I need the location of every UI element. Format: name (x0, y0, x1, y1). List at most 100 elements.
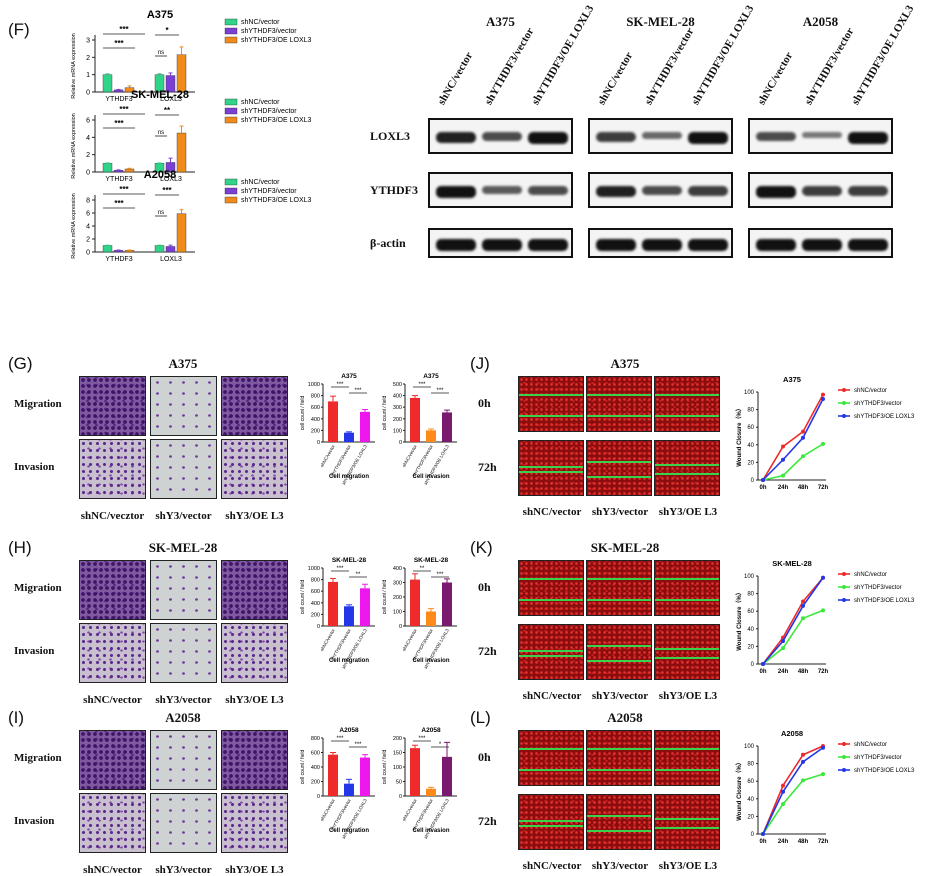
wound-image (586, 560, 652, 616)
y-axis-label: cell count / field (382, 396, 388, 431)
y-tick-label: 150 (393, 751, 402, 757)
bar (102, 74, 113, 93)
legend-label: shYTHDF3/OE LOXL3 (241, 197, 312, 204)
y-tick-label: 40 (747, 627, 754, 633)
sig-label: *** (336, 566, 344, 572)
y-tick-label: 2 (86, 237, 90, 244)
wound-image (654, 560, 720, 616)
wound-image (586, 440, 652, 496)
sig-label: * (165, 26, 169, 35)
sig-label: *** (119, 185, 129, 194)
y-tick-label: 3 (86, 38, 90, 45)
panel-letter: (L) (470, 708, 491, 727)
y-tick-label: 50 (396, 780, 402, 786)
x-tick-label: shNC/vector (401, 798, 418, 822)
y-tick-label: 4 (86, 224, 90, 231)
column-label: shNC/vector (83, 694, 142, 706)
bar (442, 582, 452, 626)
transwell-image (221, 376, 288, 436)
legend-label: shYTHDF3/vector (241, 188, 297, 195)
sig-label: *** (119, 105, 129, 114)
data-point (821, 745, 825, 750)
y-tick-label: 1000 (308, 382, 320, 388)
x-axis-label: Cell migration (329, 658, 369, 664)
legend-swatch (224, 187, 238, 195)
column-label: shY3/OE L3 (225, 864, 284, 876)
blot-box (748, 172, 893, 208)
legend-marker (842, 598, 846, 602)
wound-edge-line (655, 599, 719, 601)
wound-line-chart: A375 0 20 40 60 80 100 Wound Closure（%） 0h 24h 48h… (735, 375, 915, 491)
row-label: 72h (478, 644, 497, 658)
blot-band (596, 186, 636, 198)
blot-box (428, 118, 573, 154)
y-tick-label: 20 (747, 814, 754, 820)
sig-label: *** (119, 25, 129, 34)
data-point (821, 397, 825, 402)
bar (176, 132, 187, 173)
panel-title: SK-MEL-28 (590, 540, 660, 555)
x-tick-label: YTHDF3 (105, 96, 132, 103)
legend-marker (842, 585, 846, 589)
panel-letter: (G) (8, 354, 33, 373)
column-label: shY3/OE L3 (225, 694, 284, 706)
bar-chart-title: A2058 (339, 727, 359, 734)
row-label: 0h (478, 580, 491, 594)
y-axis-label: cell count / field (382, 750, 388, 785)
bar-chart-title: A2058 (421, 727, 441, 734)
wound-edge-line (587, 394, 651, 396)
y-tick-label: 80 (747, 408, 754, 414)
x-tick-label: 48h (798, 669, 809, 675)
y-tick-label: 100 (393, 765, 402, 771)
y-axis-label: cell count / field (382, 580, 388, 615)
y-tick-label: 800 (311, 394, 320, 400)
wound-image (518, 624, 584, 680)
legend-swatch (224, 196, 238, 204)
bar (102, 163, 113, 173)
bar-chart-title: A375 (341, 373, 357, 380)
wound-edge-line (587, 461, 651, 463)
y-tick-label: 0 (399, 794, 402, 800)
y-tick-label: 2 (86, 55, 90, 62)
y-tick-label: 800 (311, 578, 320, 584)
data-point (781, 639, 785, 644)
data-point (781, 789, 785, 794)
y-tick-label: 0 (317, 440, 320, 446)
wound-edge-line (519, 655, 583, 657)
y-tick-label: 200 (311, 428, 320, 434)
y-tick-label: 600 (311, 405, 320, 411)
wound-edge-line (519, 748, 583, 750)
transwell-image (150, 623, 217, 683)
data-point (781, 646, 785, 651)
data-point (801, 454, 805, 459)
y-tick-label: 0 (317, 624, 320, 630)
x-tick-label: shNC/vector (319, 628, 336, 652)
sig-label: ns (158, 130, 164, 136)
x-tick-label: 48h (798, 839, 809, 845)
column-label: shY3/vector (155, 694, 212, 706)
blot-box (428, 172, 573, 208)
blot-row-label: β-actin (370, 236, 406, 250)
legend-swatch (224, 116, 238, 124)
wound-edge-line (655, 827, 719, 829)
transwell-image (150, 793, 217, 853)
wound-edge-line (655, 473, 719, 475)
data-point (821, 575, 825, 580)
blot-band (848, 186, 888, 196)
sig-label: ** (164, 106, 171, 115)
wound-image (654, 624, 720, 680)
bar (410, 579, 420, 626)
transwell-image (79, 439, 146, 499)
lane-label: shNC/vector (435, 50, 476, 107)
wound-edge-line (655, 657, 719, 659)
x-tick-label: 72h (818, 485, 829, 491)
cell-line-title: SK-MEL-28 (626, 14, 695, 29)
x-tick-label: LOXL3 (160, 256, 182, 263)
column-label: shY3/OE L3 (658, 506, 718, 518)
series-line (762, 443, 824, 481)
legend-label: shYTHDF3/OE LOXL3 (854, 768, 915, 774)
y-tick-label: 0 (751, 478, 755, 484)
wound-image (586, 624, 652, 680)
